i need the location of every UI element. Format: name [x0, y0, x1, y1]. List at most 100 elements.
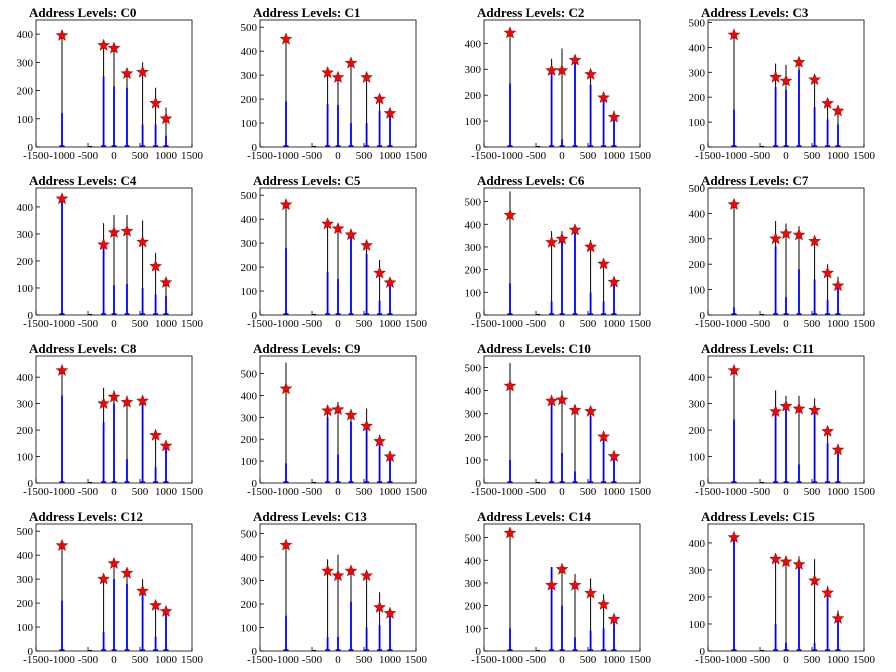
histogram-bar [154, 294, 157, 315]
y-tick-label: 0 [28, 310, 34, 322]
chart-plot: 0 100 200 300 400 -1500 -1000 -500 0 500 1000 1500 [465, 19, 652, 162]
peak-marker [831, 611, 845, 624]
y-tick-label: 0 [28, 478, 34, 490]
x-tick-label: 1500 [181, 486, 204, 498]
x-tick-label: 1500 [629, 486, 652, 498]
peak-marker [808, 574, 821, 587]
y-tick-label: 0 [700, 646, 706, 658]
y-tick-label: 100 [241, 456, 258, 468]
histogram-bar [285, 101, 287, 147]
peak-marker [97, 396, 110, 409]
x-tick-label: 1500 [405, 654, 428, 666]
x-tick-label: 1500 [853, 654, 876, 666]
histogram-bar [813, 642, 816, 651]
y-tick-label: 400 [689, 208, 706, 220]
histogram-bar [126, 459, 128, 483]
peak-marker [545, 578, 558, 591]
y-tick-label: 100 [465, 287, 482, 299]
peak-marker [383, 606, 397, 619]
histogram-bar [365, 253, 368, 315]
histogram-bar [141, 287, 144, 315]
x-tick-label: 1000 [379, 150, 402, 162]
chart-plot: 0 100 200 300 400 500 -1500 -1000 -500 0 500 1000 15… [241, 523, 428, 666]
histogram-bar [365, 123, 368, 147]
x-tick-label: 0 [559, 486, 565, 498]
x-tick-label: 500 [580, 654, 597, 666]
y-tick-label: 0 [476, 142, 482, 154]
histogram-bar [550, 301, 553, 315]
peak-marker [344, 564, 358, 577]
peak-marker [383, 276, 397, 289]
chart-panel: Address Levels: C7 0 100 200 300 400 500 -1500-… [672, 168, 896, 336]
peak-marker [808, 234, 821, 247]
histogram-bar [350, 238, 352, 315]
histogram-bar [774, 87, 777, 147]
peak-marker [321, 217, 334, 230]
chart-panel: Address Levels: C10 0 100 200 300 400 500 -1500… [448, 336, 672, 504]
histogram-bar [574, 61, 576, 147]
y-tick-label: 0 [700, 142, 706, 154]
histogram-bar [126, 583, 128, 651]
x-tick-label: 1000 [155, 486, 178, 498]
histogram-bar [285, 247, 287, 315]
y-tick-label: 200 [17, 256, 34, 268]
x-tick-label: 0 [559, 654, 565, 666]
y-tick-label: 400 [241, 552, 258, 564]
peak-marker [331, 70, 345, 83]
x-tick-label: 500 [132, 654, 149, 666]
histogram-bar [509, 83, 511, 147]
x-tick-label: -1000 [273, 654, 299, 666]
x-tick-label: 0 [559, 150, 565, 162]
histogram-bar [326, 271, 329, 315]
x-tick-label: 500 [132, 150, 149, 162]
chart-panel: Address Levels: C15 0 100 200 300 400 -1500 -10… [672, 504, 896, 672]
histogram-bar [378, 443, 381, 483]
x-tick-label: 0 [335, 318, 341, 330]
histogram-bar [113, 403, 115, 483]
x-tick-label: -500 [78, 486, 99, 498]
y-tick-label: 200 [241, 599, 258, 611]
histogram-bar [785, 642, 787, 651]
x-tick-label: -500 [78, 654, 99, 666]
histogram-bar [126, 87, 128, 147]
peak-marker [360, 238, 373, 251]
peak-marker [279, 382, 293, 395]
histogram-bar [613, 457, 615, 483]
histogram-bar [337, 279, 339, 315]
x-tick-label: -500 [526, 654, 547, 666]
y-tick-label: 500 [689, 17, 706, 29]
x-tick-label: 1000 [827, 486, 850, 498]
histogram-bar [154, 124, 157, 147]
histogram-bar [285, 463, 287, 483]
x-tick-label: -1500 [247, 150, 273, 162]
peak-marker [555, 562, 569, 575]
y-tick-label: 400 [17, 550, 34, 562]
peak-marker [373, 600, 386, 613]
y-tick-label: 0 [476, 646, 482, 658]
chart-panel: Address Levels: C9 0 100 200 300 400 500 -1500-… [224, 336, 448, 504]
peak-marker [97, 572, 110, 585]
x-tick-label: 0 [559, 318, 565, 330]
x-tick-label: 1500 [181, 318, 204, 330]
chart-plot: 0 100 200 300 400 500 -1500 -1000 -500 0 500 1000 15… [689, 183, 876, 330]
y-tick-label: 300 [689, 67, 706, 79]
histogram-bar [378, 300, 381, 315]
peak-marker [373, 266, 386, 279]
histogram-bar [102, 631, 105, 651]
y-tick-label: 400 [241, 46, 258, 58]
peak-marker [55, 363, 69, 376]
peak-marker [136, 584, 149, 597]
histogram-bar [102, 422, 105, 483]
x-tick-label: -1500 [23, 318, 49, 330]
histogram-bar [837, 124, 839, 147]
y-tick-label: 300 [241, 238, 258, 250]
x-tick-label: 1500 [629, 318, 652, 330]
chart-title: Address Levels: C15 [701, 509, 815, 524]
peak-marker [503, 208, 517, 221]
x-tick-label: 1000 [603, 318, 626, 330]
x-tick-label: 500 [356, 486, 373, 498]
histogram-bar [326, 103, 329, 147]
histogram-bar [509, 459, 511, 483]
y-tick-label: 100 [241, 286, 258, 298]
chart-plot: 0 100 200 300 400 -1500 -1000 -500 0 500 1000 1500 [17, 187, 204, 330]
